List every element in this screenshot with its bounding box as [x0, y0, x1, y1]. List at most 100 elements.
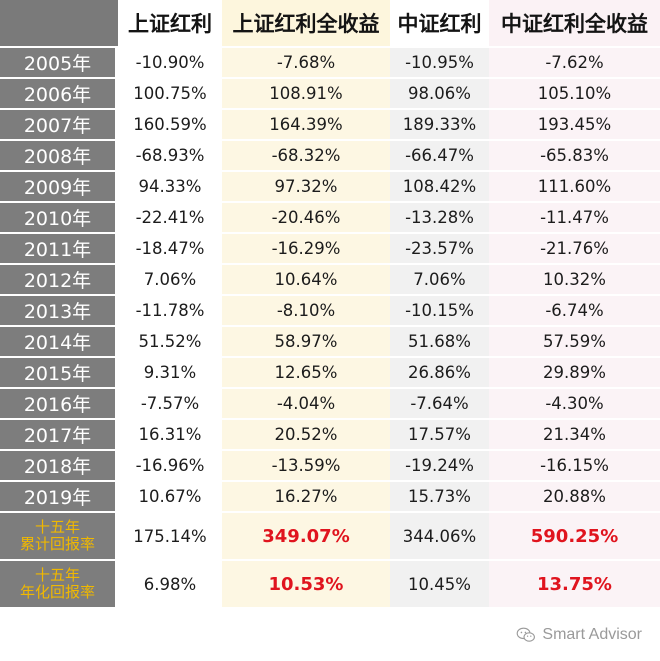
- value-cell-sse-dividend: 10.67%: [118, 482, 222, 513]
- summary-value-csi-dividend-total-return: 590.25%: [489, 513, 660, 561]
- table-row: 2006年 100.75% 108.91% 98.06% 105.10%: [0, 79, 660, 110]
- table-row: 2016年 -7.57% -4.04% -7.64% -4.30%: [0, 389, 660, 420]
- value-cell-sse-dividend: 100.75%: [118, 79, 222, 110]
- summary-value-csi-dividend: 344.06%: [390, 513, 489, 561]
- value-cell-sse-dividend-total-return: -13.59%: [222, 451, 390, 482]
- value-cell-csi-dividend: -7.64%: [390, 389, 489, 420]
- value-cell-sse-dividend: 51.52%: [118, 327, 222, 358]
- value-cell-csi-dividend-total-return: 20.88%: [489, 482, 660, 513]
- header-csi-dividend-total-return: 中证红利全收益: [489, 0, 660, 48]
- table-row: 2015年 9.31% 12.65% 26.86% 29.89%: [0, 358, 660, 389]
- header-sse-dividend: 上证红利: [118, 0, 222, 48]
- summary-value-sse-dividend-total-return: 10.53%: [222, 561, 390, 609]
- value-cell-csi-dividend: -19.24%: [390, 451, 489, 482]
- value-cell-sse-dividend: 94.33%: [118, 172, 222, 203]
- footer-band: [0, 609, 660, 661]
- value-cell-csi-dividend-total-return: 10.32%: [489, 265, 660, 296]
- value-cell-sse-dividend-total-return: -68.32%: [222, 141, 390, 172]
- value-cell-csi-dividend-total-return: 193.45%: [489, 110, 660, 141]
- value-cell-csi-dividend: -10.15%: [390, 296, 489, 327]
- year-cell: 2014年: [0, 327, 118, 358]
- year-cell: 2011年: [0, 234, 118, 265]
- value-cell-csi-dividend-total-return: 57.59%: [489, 327, 660, 358]
- table-row: 2005年 -10.90% -7.68% -10.95% -7.62%: [0, 48, 660, 79]
- value-cell-csi-dividend-total-return: -7.62%: [489, 48, 660, 79]
- value-cell-csi-dividend: 17.57%: [390, 420, 489, 451]
- year-cell: 2015年: [0, 358, 118, 389]
- wechat-icon: [517, 627, 536, 642]
- year-cell: 2008年: [0, 141, 118, 172]
- summary-label-bottom: 年化回报率: [19, 583, 95, 601]
- value-cell-sse-dividend-total-return: -16.29%: [222, 234, 390, 265]
- table-row: 2018年 -16.96% -13.59% -19.24% -16.15%: [0, 451, 660, 482]
- value-cell-sse-dividend-total-return: 97.32%: [222, 172, 390, 203]
- value-cell-csi-dividend: -10.95%: [390, 48, 489, 79]
- value-cell-sse-dividend-total-return: 20.52%: [222, 420, 390, 451]
- year-cell: 2018年: [0, 451, 118, 482]
- value-cell-csi-dividend-total-return: -65.83%: [489, 141, 660, 172]
- value-cell-sse-dividend-total-return: 16.27%: [222, 482, 390, 513]
- value-cell-csi-dividend-total-return: -6.74%: [489, 296, 660, 327]
- table-row: 2014年 51.52% 58.97% 51.68% 57.59%: [0, 327, 660, 358]
- value-cell-sse-dividend-total-return: -7.68%: [222, 48, 390, 79]
- summary-label-top: 十五年: [34, 566, 80, 584]
- summary-label-bottom: 累计回报率: [19, 535, 95, 553]
- value-cell-sse-dividend-total-return: -8.10%: [222, 296, 390, 327]
- summary-label-top: 十五年: [34, 518, 80, 536]
- value-cell-csi-dividend: 7.06%: [390, 265, 489, 296]
- value-cell-csi-dividend: 26.86%: [390, 358, 489, 389]
- summary-value-csi-dividend-total-return: 13.75%: [489, 561, 660, 609]
- year-cell: 2012年: [0, 265, 118, 296]
- value-cell-csi-dividend-total-return: -21.76%: [489, 234, 660, 265]
- value-cell-sse-dividend: -22.41%: [118, 203, 222, 234]
- value-cell-csi-dividend-total-return: 21.34%: [489, 420, 660, 451]
- value-cell-csi-dividend-total-return: -11.47%: [489, 203, 660, 234]
- returns-table: 上证红利 上证红利全收益 中证红利 中证红利全收益 2005年 -10.90% -7…: [0, 0, 660, 609]
- value-cell-csi-dividend: -13.28%: [390, 203, 489, 234]
- value-cell-sse-dividend-total-return: -4.04%: [222, 389, 390, 420]
- summary-value-sse-dividend: 175.14%: [118, 513, 222, 561]
- value-cell-csi-dividend-total-return: 105.10%: [489, 79, 660, 110]
- summary-value-csi-dividend: 10.45%: [390, 561, 489, 609]
- table-row: 2013年 -11.78% -8.10% -10.15% -6.74%: [0, 296, 660, 327]
- value-cell-sse-dividend-total-return: 12.65%: [222, 358, 390, 389]
- value-cell-csi-dividend-total-return: 111.60%: [489, 172, 660, 203]
- year-cell: 2010年: [0, 203, 118, 234]
- summary-label-cell: 十五年 年化回报率: [0, 561, 118, 609]
- year-cell: 2019年: [0, 482, 118, 513]
- table-row: 2008年 -68.93% -68.32% -66.47% -65.83%: [0, 141, 660, 172]
- watermark-text: Smart Advisor: [542, 626, 642, 643]
- value-cell-csi-dividend: 15.73%: [390, 482, 489, 513]
- value-cell-sse-dividend-total-return: 164.39%: [222, 110, 390, 141]
- value-cell-csi-dividend: 51.68%: [390, 327, 489, 358]
- watermark: Smart Advisor: [516, 626, 642, 644]
- value-cell-sse-dividend-total-return: 108.91%: [222, 79, 390, 110]
- summary-label-cell: 十五年 累计回报率: [0, 513, 118, 561]
- value-cell-sse-dividend: -18.47%: [118, 234, 222, 265]
- year-cell: 2007年: [0, 110, 118, 141]
- table-row: 2007年 160.59% 164.39% 189.33% 193.45%: [0, 110, 660, 141]
- value-cell-sse-dividend: 7.06%: [118, 265, 222, 296]
- value-cell-sse-dividend-total-return: 58.97%: [222, 327, 390, 358]
- year-cell: 2006年: [0, 79, 118, 110]
- value-cell-csi-dividend: 108.42%: [390, 172, 489, 203]
- table-row: 2012年 7.06% 10.64% 7.06% 10.32%: [0, 265, 660, 296]
- value-cell-csi-dividend: 189.33%: [390, 110, 489, 141]
- value-cell-sse-dividend-total-return: 10.64%: [222, 265, 390, 296]
- value-cell-csi-dividend-total-return: -16.15%: [489, 451, 660, 482]
- value-cell-csi-dividend-total-return: -4.30%: [489, 389, 660, 420]
- value-cell-csi-dividend: 98.06%: [390, 79, 489, 110]
- year-cell: 2009年: [0, 172, 118, 203]
- value-cell-sse-dividend: -7.57%: [118, 389, 222, 420]
- value-cell-csi-dividend: -66.47%: [390, 141, 489, 172]
- value-cell-sse-dividend: 9.31%: [118, 358, 222, 389]
- value-cell-sse-dividend: -11.78%: [118, 296, 222, 327]
- table-row: 2011年 -18.47% -16.29% -23.57% -21.76%: [0, 234, 660, 265]
- value-cell-sse-dividend: 16.31%: [118, 420, 222, 451]
- header-sse-dividend-total-return: 上证红利全收益: [222, 0, 390, 48]
- table-row: 2010年 -22.41% -20.46% -13.28% -11.47%: [0, 203, 660, 234]
- header-corner: [0, 0, 118, 48]
- summary-value-sse-dividend-total-return: 349.07%: [222, 513, 390, 561]
- year-cell: 2016年: [0, 389, 118, 420]
- value-cell-csi-dividend: -23.57%: [390, 234, 489, 265]
